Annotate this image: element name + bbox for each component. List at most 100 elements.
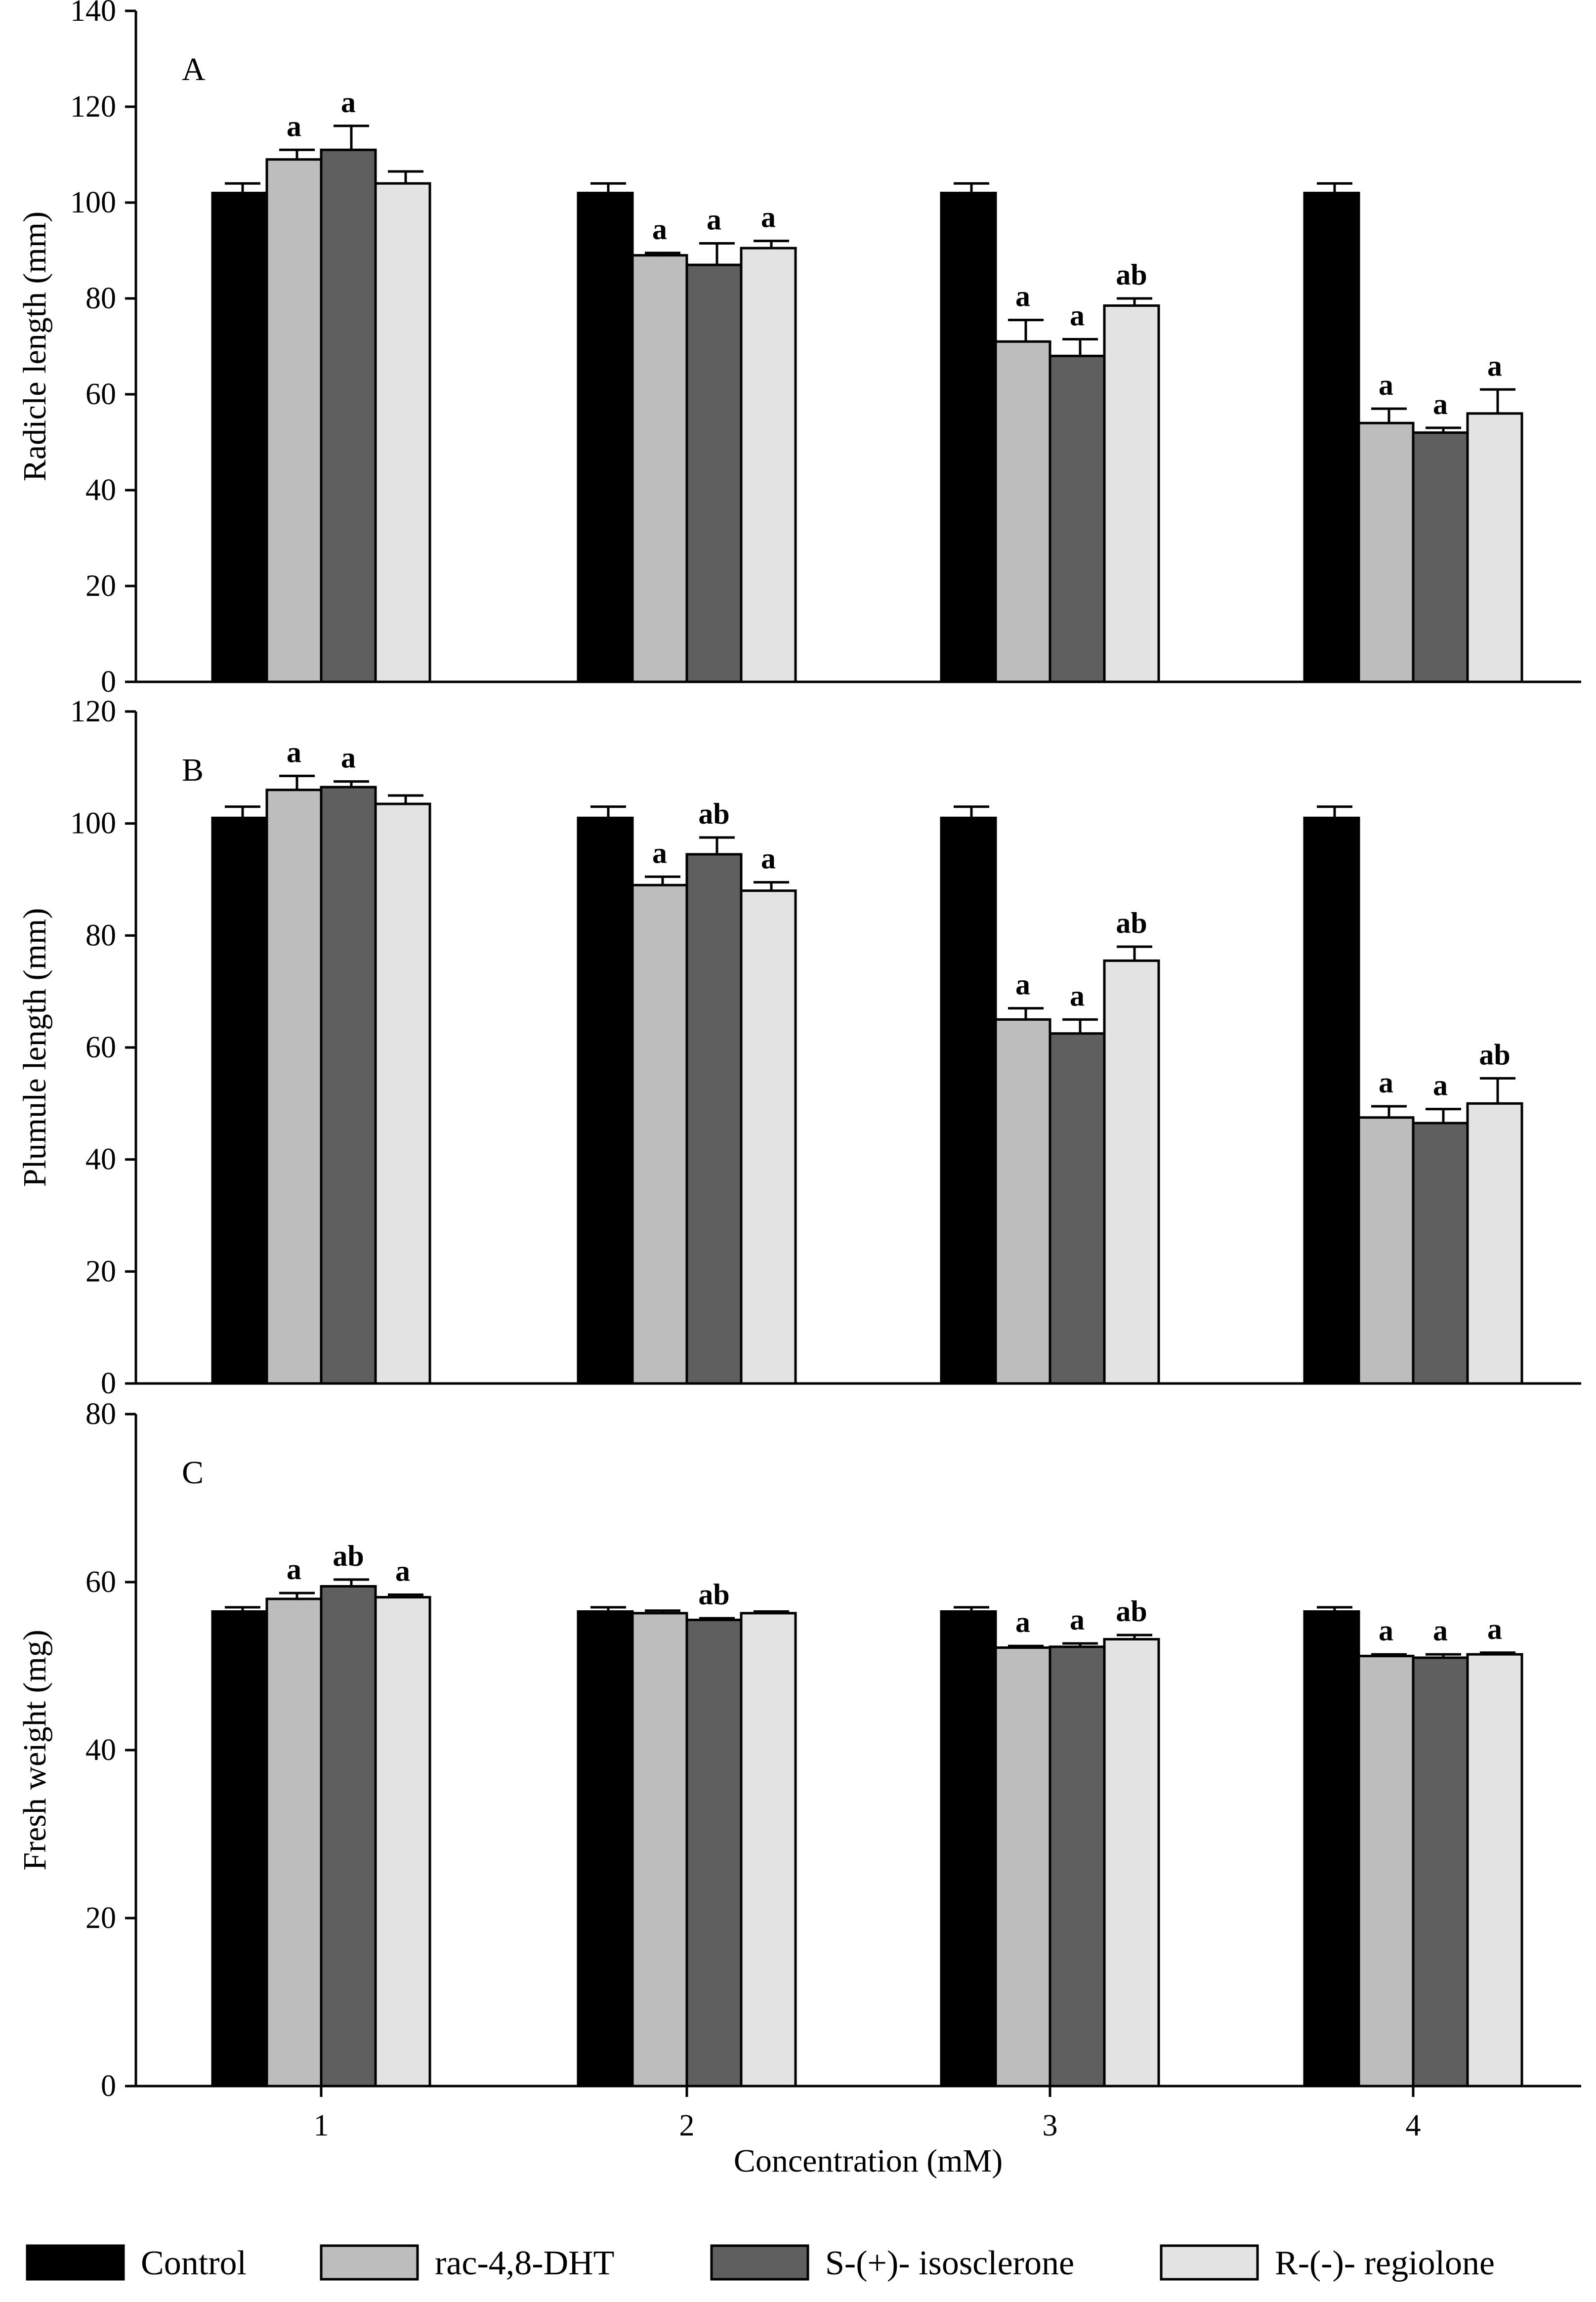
bar <box>940 192 997 683</box>
bar <box>320 148 377 683</box>
y-axis-title: Fresh weight (mg) <box>17 1630 53 1871</box>
bar <box>685 263 743 683</box>
y-tick-label: 60 <box>85 377 116 411</box>
bar <box>1049 1645 1106 2088</box>
y-tick-label: 80 <box>85 282 116 315</box>
y-tick-label: 60 <box>85 1565 116 1599</box>
y-tick-label: 0 <box>101 2069 116 2103</box>
significance-label: a <box>1433 388 1448 420</box>
bar <box>740 889 797 1385</box>
bar <box>1103 304 1160 683</box>
bar <box>1303 1610 1360 2088</box>
bar <box>994 1018 1051 1385</box>
y-tick-label: 40 <box>85 473 116 507</box>
significance-label: a <box>652 213 667 246</box>
significance-label: a <box>1015 1606 1030 1638</box>
bar <box>1412 1122 1469 1385</box>
y-tick-label: 120 <box>70 90 116 124</box>
legend-swatch <box>26 2244 125 2281</box>
legend-label: R-(-)- regiolone <box>1275 2244 1495 2282</box>
bar <box>1049 354 1106 683</box>
bar <box>1357 421 1415 683</box>
bar <box>374 802 431 1385</box>
bar <box>320 786 377 1385</box>
bar <box>577 816 634 1385</box>
y-tick-label: 20 <box>85 1255 116 1288</box>
bar <box>1357 1655 1415 2088</box>
bar <box>940 1610 997 2088</box>
bar <box>320 1585 377 2088</box>
y-axis-title: Radicle length (mm) <box>17 211 53 481</box>
bar <box>685 1619 743 2088</box>
significance-label: a <box>1379 1066 1393 1099</box>
bar <box>1049 1032 1106 1385</box>
bar <box>1357 1116 1415 1385</box>
bar <box>577 1610 634 2088</box>
legend-item: R-(-)- regiolone <box>1160 2244 1495 2282</box>
significance-label: a <box>1015 280 1030 313</box>
bar <box>374 1596 431 2088</box>
significance-label: a <box>1070 979 1085 1012</box>
y-tick-label: 20 <box>85 1901 116 1935</box>
x-tick-label: 2 <box>679 2109 695 2142</box>
significance-label: a <box>707 203 721 236</box>
legend: Control rac-4,8-DHT S-(+)- isosclerone R-(-… <box>26 2244 1495 2282</box>
significance-label: a <box>1070 1603 1085 1636</box>
bar <box>265 1597 323 2088</box>
bar <box>1466 1653 1523 2088</box>
bar <box>1103 1638 1160 2088</box>
y-tick-label: 40 <box>85 1733 116 1767</box>
x-tick-label: 1 <box>314 2109 329 2142</box>
bar <box>740 1612 797 2088</box>
significance-label: ab <box>1116 1595 1147 1628</box>
legend-label: S-(+)- isosclerone <box>825 2244 1074 2282</box>
y-tick-label: 60 <box>85 1031 116 1064</box>
bar <box>374 182 431 683</box>
x-tick-label: 3 <box>1043 2109 1058 2142</box>
bar <box>631 1612 688 2088</box>
significance-label: ab <box>333 1540 364 1572</box>
bar <box>1303 192 1360 683</box>
bar <box>265 789 323 1385</box>
bar <box>211 192 268 683</box>
x-tick-label: 4 <box>1406 2109 1421 2142</box>
significance-label: ab <box>1479 1038 1510 1071</box>
significance-label: a <box>1015 968 1030 1001</box>
legend-item: rac-4,8-DHT <box>320 2244 614 2282</box>
significance-label: a <box>1433 1069 1448 1102</box>
bar <box>631 254 688 683</box>
bar <box>1303 816 1360 1385</box>
x-axis-title: Concentration (mM) <box>734 2143 1003 2179</box>
significance-label: a <box>652 837 667 869</box>
legend-item: Control <box>26 2244 247 2282</box>
y-tick-label: 0 <box>101 665 116 699</box>
y-tick-label: 0 <box>101 1367 116 1400</box>
y-tick-label: 140 <box>70 0 116 28</box>
significance-label: ab <box>1116 907 1147 939</box>
legend-label: Control <box>141 2244 247 2282</box>
significance-label: ab <box>1116 258 1147 291</box>
significance-label: a <box>761 201 776 234</box>
panel-letter: A <box>182 51 206 87</box>
y-tick-label: 120 <box>70 695 116 728</box>
significance-label: a <box>395 1555 410 1588</box>
significance-label: a <box>1070 299 1085 332</box>
legend-item: S-(+)- isosclerone <box>710 2244 1074 2282</box>
legend-swatch <box>320 2244 419 2281</box>
significance-label: ab <box>698 797 729 830</box>
panel-letter: B <box>182 752 204 788</box>
significance-label: a <box>287 1553 301 1586</box>
y-tick-label: 40 <box>85 1143 116 1176</box>
significance-label: a <box>1379 1614 1393 1647</box>
significance-label: a <box>1487 1613 1502 1645</box>
bar <box>994 340 1051 683</box>
significance-label: a <box>287 110 301 142</box>
legend-swatch <box>710 2244 809 2281</box>
bar <box>994 1646 1051 2088</box>
bar <box>1412 1656 1469 2088</box>
